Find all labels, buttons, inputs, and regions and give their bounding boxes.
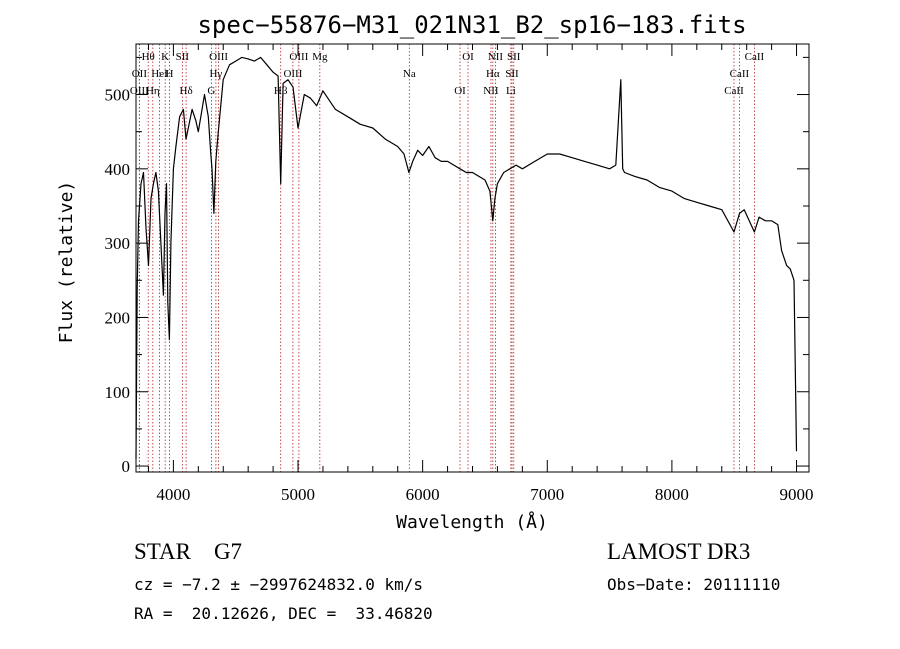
redshift-velocity: cz = −7.2 ± −2997624832.0 km/s xyxy=(134,575,423,594)
x-tick-label: 4000 xyxy=(156,485,190,504)
x-tick-label: 5000 xyxy=(281,485,315,504)
y-tick-label: 200 xyxy=(105,308,131,327)
y-axis-label: Flux (relative) xyxy=(56,181,77,344)
line-label: Hβ xyxy=(274,85,288,97)
y-tick-label: 0 xyxy=(122,457,131,476)
spectrum-line xyxy=(135,56,798,459)
object-class: STAR G7 xyxy=(134,539,243,564)
chart-title: spec−55876−M31_021N31_B2_sp16−183.fits xyxy=(197,11,746,39)
line-label: Hδ xyxy=(180,85,193,97)
line-label: Hθ xyxy=(142,51,155,63)
y-tick-label: 400 xyxy=(105,160,131,179)
line-label: Li xyxy=(506,85,516,97)
line-label: OIII xyxy=(130,85,149,97)
line-label: CaII xyxy=(724,85,744,97)
survey-name: LAMOST DR3 xyxy=(607,539,751,564)
observation-date: Obs−Date: 20111110 xyxy=(607,575,781,594)
emission-line-markers xyxy=(138,44,755,472)
spectrum xyxy=(135,56,798,459)
line-label: CaII xyxy=(730,68,750,80)
x-tick-label: 8000 xyxy=(655,485,689,504)
line-label: OII xyxy=(132,68,148,80)
line-label: H xyxy=(166,68,174,80)
line-label: Na xyxy=(403,68,416,80)
line-label: K xyxy=(161,51,169,63)
line-label: Hα xyxy=(486,68,500,80)
x-tick-label: 6000 xyxy=(406,485,440,504)
line-label: OI xyxy=(462,51,474,63)
emission-line-labels: HθOIIOIIIKHeIHηSIIHHδOIIIHγGOIIIOIIIHβMg… xyxy=(130,51,765,97)
line-label: SII xyxy=(507,51,521,63)
y-tick-label: 100 xyxy=(105,383,131,402)
x-tick-label: 9000 xyxy=(780,485,814,504)
coordinates: RA = 20.12626, DEC = 33.46820 xyxy=(134,604,433,623)
x-tick-label: 7000 xyxy=(530,485,564,504)
line-label: OI xyxy=(454,85,466,97)
line-label: HeI xyxy=(151,68,168,80)
plot-frame xyxy=(135,43,810,473)
line-label: Mg xyxy=(312,51,328,63)
line-label: OIII xyxy=(283,68,302,80)
line-label: G xyxy=(207,85,215,97)
line-label: OIII xyxy=(289,51,308,63)
y-tick-label: 300 xyxy=(105,234,131,253)
line-label: SII xyxy=(505,68,519,80)
line-label: NII xyxy=(483,85,499,97)
y-tick-label: 500 xyxy=(105,86,131,105)
line-label: SII xyxy=(176,51,190,63)
axes: 4000 5000 6000 7000 8000 9000 0 100 200 300 400 500 xyxy=(105,43,814,504)
line-label: Hη xyxy=(146,85,160,97)
line-label: CaII xyxy=(745,51,765,63)
line-label: OIII xyxy=(209,51,228,63)
line-label: NII xyxy=(488,51,504,63)
line-label: Hγ xyxy=(209,68,222,80)
x-axis-label: Wavelength (Å) xyxy=(396,511,548,533)
